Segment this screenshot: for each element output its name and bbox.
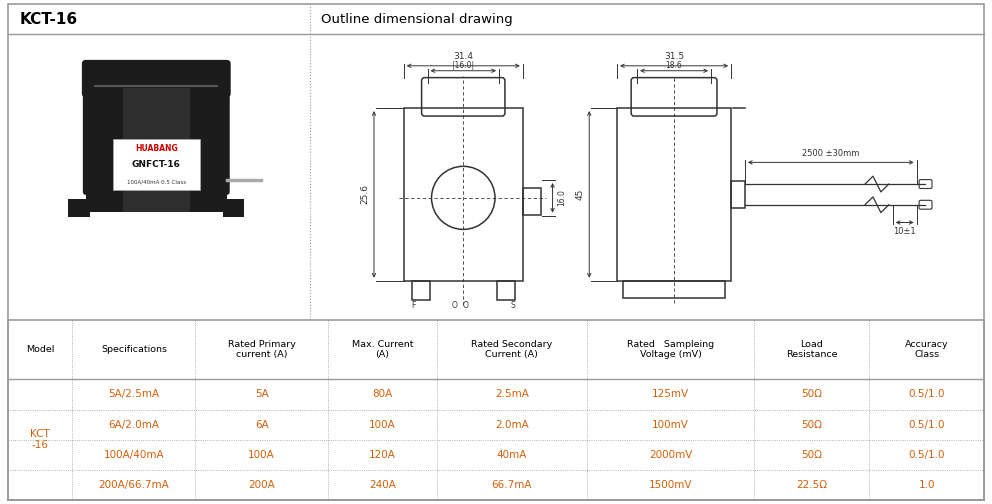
Text: Accuracy
Class: Accuracy Class [905,340,948,359]
Text: 80A: 80A [372,390,393,400]
FancyBboxPatch shape [83,86,230,195]
Text: 5A: 5A [255,390,269,400]
Text: 10±1: 10±1 [894,227,916,236]
Text: 100A: 100A [369,420,396,429]
Text: 22.5Ω: 22.5Ω [797,480,827,490]
Text: 5A/2.5mA: 5A/2.5mA [108,390,160,400]
Text: 120A: 120A [369,450,396,460]
Text: KCT
-16: KCT -16 [31,429,50,451]
Text: 100mV: 100mV [652,420,689,429]
Text: 0.5/1.0: 0.5/1.0 [909,390,945,400]
Bar [85,89,123,212]
Text: 240A: 240A [369,480,396,490]
Text: 45: 45 [575,188,584,200]
Text: 100A/40mA: 100A/40mA [103,450,165,460]
Text: 125mV: 125mV [652,390,689,400]
Bar [189,89,227,212]
Text: HUABANG: HUABANG [135,144,178,153]
Text: 18.6: 18.6 [666,61,682,70]
Bar [68,199,89,217]
Text: F: F [412,301,416,310]
Text: 2.0mA: 2.0mA [495,420,529,429]
Text: 50Ω: 50Ω [802,390,822,400]
Text: Rated Secondary
Current (A): Rated Secondary Current (A) [471,340,553,359]
Text: 200A: 200A [248,480,275,490]
Text: GNFCT-16: GNFCT-16 [132,160,181,169]
Bar [617,108,731,281]
Bar [497,281,515,300]
Text: 0.5/1.0: 0.5/1.0 [909,450,945,460]
FancyBboxPatch shape [82,60,231,97]
Text: KCT-16: KCT-16 [20,12,78,27]
Text: 1500mV: 1500mV [649,480,692,490]
Text: 66.7mA: 66.7mA [492,480,532,490]
Text: 25.6: 25.6 [360,184,369,205]
Text: |16.0|: |16.0| [452,61,474,70]
Bar [523,187,541,215]
Bar [113,139,199,190]
Text: 2000mV: 2000mV [649,450,692,460]
Text: Max. Current
(A): Max. Current (A) [351,340,413,359]
Text: 40mA: 40mA [497,450,527,460]
Bar [731,180,745,208]
Text: 6A: 6A [255,420,269,429]
Text: 50Ω: 50Ω [802,450,822,460]
Text: S: S [511,301,515,310]
Text: O: O [462,301,468,310]
Text: 100A/40mA 0.5 Class: 100A/40mA 0.5 Class [127,179,186,184]
Text: Specifications: Specifications [101,345,167,354]
Text: Model: Model [26,345,55,354]
Text: 50Ω: 50Ω [802,420,822,429]
Text: 0.5/1.0: 0.5/1.0 [909,420,945,429]
Text: 31.4: 31.4 [453,52,473,61]
Bar [223,199,244,217]
Bar [123,89,189,212]
Text: O: O [451,301,457,310]
Text: Outline dimensional drawing: Outline dimensional drawing [321,13,513,26]
Text: 100A: 100A [248,450,275,460]
Text: 16.0: 16.0 [558,190,566,206]
Text: Rated   Sampleing
Voltage (mV): Rated Sampleing Voltage (mV) [627,340,714,359]
Text: 200A/66.7mA: 200A/66.7mA [98,480,170,490]
Text: 6A/2.0mA: 6A/2.0mA [108,420,160,429]
Text: Rated Primary
current (A): Rated Primary current (A) [228,340,296,359]
Text: 1.0: 1.0 [919,480,934,490]
Text: Load
Resistance: Load Resistance [786,340,837,359]
Bar [623,281,725,298]
Text: 31.5: 31.5 [664,52,684,61]
Text: 2.5mA: 2.5mA [495,390,529,400]
Bar [412,281,430,300]
Bar [404,108,523,281]
Text: 2500 ±30mm: 2500 ±30mm [803,149,859,158]
